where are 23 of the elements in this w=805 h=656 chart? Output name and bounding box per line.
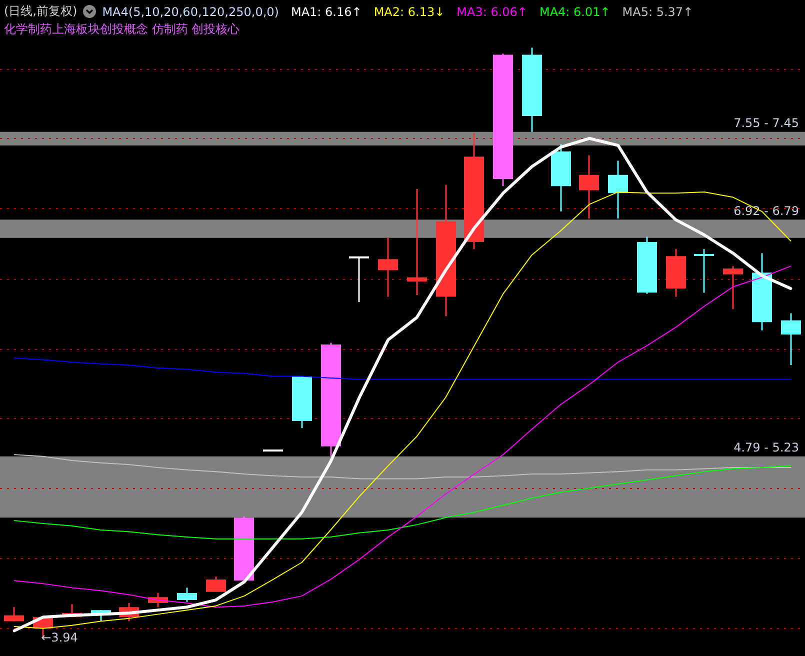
candlestick — [349, 256, 369, 303]
legend-title: MA4(5,10,20,60,120,250,0,0) — [102, 4, 279, 18]
text: MA1: 6.16↑ — [290, 4, 362, 18]
candlestick — [206, 576, 226, 593]
candlestick — [781, 312, 801, 366]
annotation: ←3.94 — [41, 630, 78, 645]
candlestick — [694, 248, 714, 294]
text: MA2: 6.13↓ — [374, 4, 445, 18]
band-label: 6.92 - 6.79 — [734, 204, 799, 218]
candlestick — [723, 265, 743, 310]
candlestick — [407, 188, 427, 296]
text: MA4: 6.01↑ — [539, 4, 610, 18]
candlestick — [378, 237, 398, 298]
candlestick — [4, 606, 24, 622]
text: MA3: 6.06↑ — [456, 4, 528, 18]
band-label: 4.79 - 5.23 — [734, 440, 799, 454]
chart-title: (日线,前复权) — [4, 3, 78, 20]
chart-subtitle: 化学制药上海板块创投概念 仿制药 创投核心 — [4, 21, 241, 38]
candlestick — [579, 154, 599, 220]
band-label: 7.55 - 7.45 — [734, 116, 799, 130]
text: MA5: 5.37↑ — [622, 4, 694, 18]
candlestick — [177, 586, 197, 603]
candlestick — [608, 160, 628, 220]
